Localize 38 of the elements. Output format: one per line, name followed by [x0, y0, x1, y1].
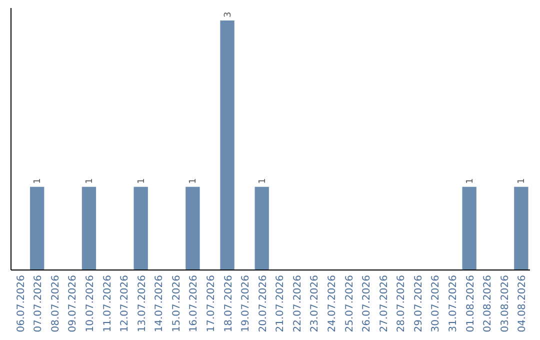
x-tick-label: 27.07.2026 — [378, 275, 390, 332]
x-tick-label: 10.07.2026 — [84, 275, 96, 332]
data-label: 1 — [84, 178, 95, 184]
data-label: 1 — [258, 178, 268, 184]
data-label: 1 — [33, 178, 44, 184]
data-label: 1 — [188, 178, 199, 184]
x-tick-label: 02.08.2026 — [482, 275, 494, 332]
x-tick-label: 28.07.2026 — [396, 275, 408, 332]
x-tick-label: 26.07.2026 — [362, 275, 373, 332]
x-tick-label: 13.07.2026 — [136, 275, 148, 332]
x-tick-label: 20.07.2026 — [258, 275, 269, 332]
x-tick-label: 15.07.2026 — [171, 275, 182, 332]
x-tick-label: 04.08.2026 — [517, 275, 528, 332]
data-label: 1 — [517, 178, 528, 184]
x-tick-label: 23.07.2026 — [310, 275, 321, 332]
x-tick-label: 31.07.2026 — [448, 275, 460, 332]
x-tick-label: 22.07.2026 — [292, 275, 304, 332]
data-label: 3 — [223, 12, 234, 18]
x-tick-label: 06.07.2026 — [16, 275, 27, 332]
x-tick-label: 24.07.2026 — [327, 275, 338, 332]
data-label: 1 — [136, 178, 147, 184]
x-tick-label: 18.07.2026 — [223, 275, 234, 332]
x-tick-label: 03.08.2026 — [500, 275, 511, 332]
x-tick-label: 14.07.2026 — [154, 275, 166, 332]
x-tick-label: 29.07.2026 — [413, 275, 424, 332]
x-tick-label: 09.07.2026 — [68, 275, 79, 332]
x-tick-label: 19.07.2026 — [240, 275, 252, 332]
x-tick-label: 30.07.2026 — [430, 275, 442, 332]
x-tick-label: 21.07.2026 — [275, 275, 286, 332]
x-tick-label: 25.07.2026 — [344, 275, 356, 332]
x-tick-label: 11.07.2026 — [102, 275, 114, 332]
data-label: 1 — [465, 178, 476, 184]
x-tick-label: 17.07.2026 — [206, 275, 217, 332]
x-tick-label: 16.07.2026 — [188, 275, 200, 332]
x-tick-label: 12.07.2026 — [120, 275, 131, 332]
x-tick-label: 01.08.2026 — [465, 275, 476, 332]
x-tick-label: 07.07.2026 — [33, 275, 44, 332]
x-tick-label: 08.07.2026 — [50, 275, 62, 332]
